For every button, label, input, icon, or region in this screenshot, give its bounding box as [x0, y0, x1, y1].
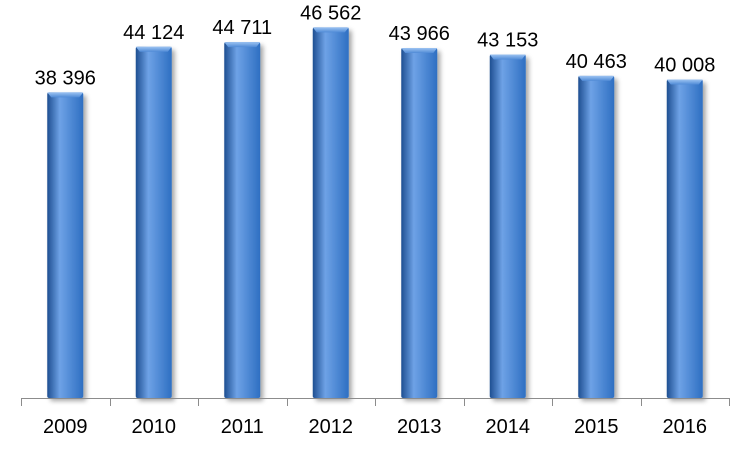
bar-2009 [47, 92, 84, 398]
bar-cap-2016 [666, 79, 703, 85]
data-label-2009: 38 396 [35, 67, 96, 89]
x-tick-label-2013: 2013 [397, 416, 442, 438]
x-tick-label-2010: 2010 [132, 416, 177, 438]
x-tick-label-2009: 2009 [43, 416, 88, 438]
bar-2013 [401, 48, 438, 398]
x-tick-label-2014: 2014 [486, 416, 531, 438]
data-label-2013: 43 966 [389, 23, 450, 45]
data-label-2015: 40 463 [566, 51, 627, 73]
data-label-2016: 40 008 [654, 55, 715, 77]
data-labels: 38 396 44 124 44 711 46 562 43 966 43 153 40 4… [35, 2, 716, 89]
bar-cap-2013 [401, 48, 438, 54]
data-label-2014: 43 153 [477, 30, 538, 52]
bar-cap-2014 [489, 54, 526, 60]
bar-cap-2010 [135, 46, 172, 52]
bar-cap-2009 [47, 92, 84, 98]
data-label-2012: 46 562 [300, 2, 361, 24]
bar-cap-2011 [224, 42, 261, 48]
x-tick-label-2015: 2015 [574, 416, 619, 438]
bar-2011 [224, 42, 261, 399]
bar-2016 [666, 79, 703, 399]
x-tick-label-2011: 2011 [221, 416, 264, 438]
bar-2014 [489, 54, 526, 398]
bar-2015 [578, 75, 615, 398]
x-tick-label-2016: 2016 [663, 416, 708, 438]
bar-2012 [312, 27, 349, 398]
bar-cap-2015 [578, 75, 615, 81]
bars [47, 27, 703, 399]
data-label-2010: 44 124 [123, 22, 184, 44]
bar-cap-2012 [312, 27, 349, 33]
x-axis-ticks: 2009 2010 2011 2012 2013 2014 2015 2016 [21, 398, 730, 438]
data-label-2011: 44 711 [212, 17, 272, 39]
x-tick-label-2012: 2012 [309, 416, 354, 438]
bar-2010 [135, 46, 172, 399]
